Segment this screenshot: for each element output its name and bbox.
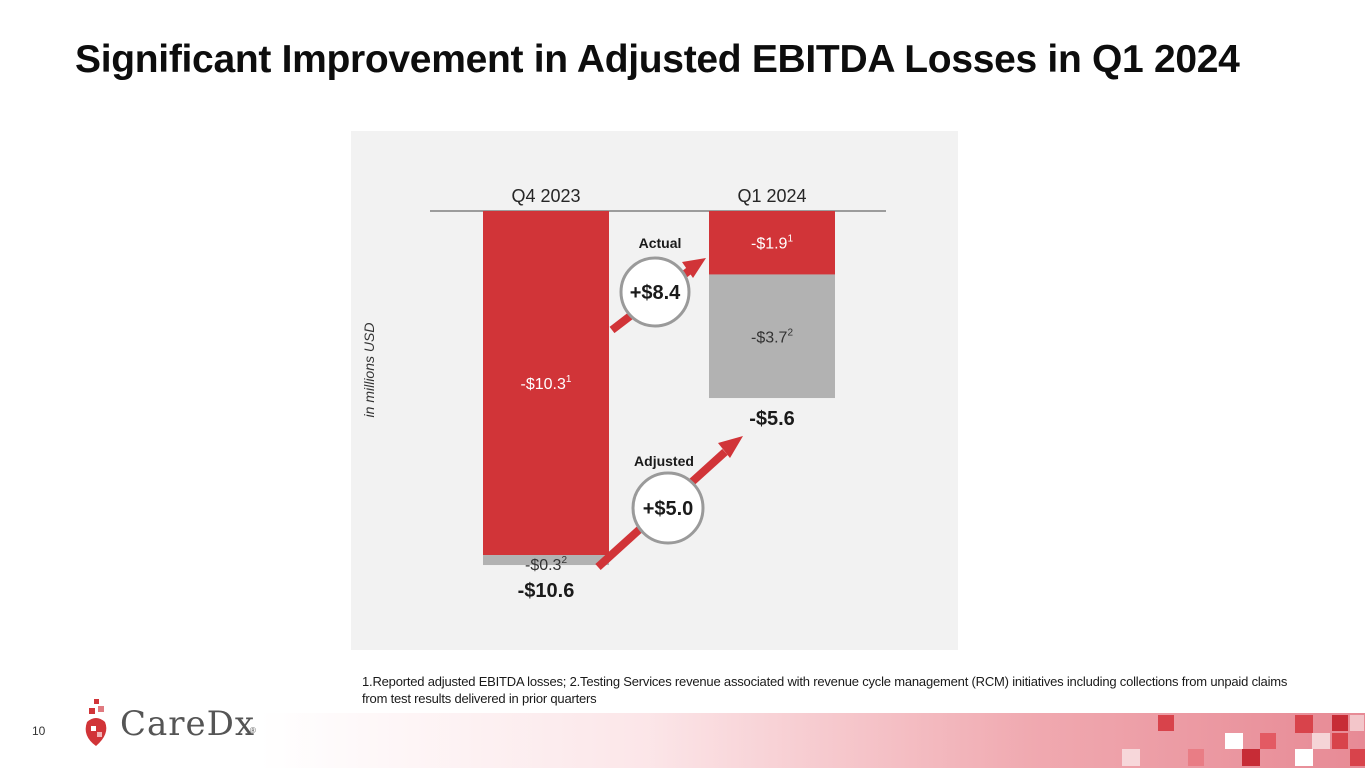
- data-label-q4-2023-reported: -$10.31: [521, 374, 572, 393]
- deco-square: [1225, 733, 1243, 749]
- deco-square: [1158, 715, 1174, 731]
- y-axis-label: in millions USD: [361, 323, 377, 418]
- deco-square: [1242, 749, 1260, 766]
- caredx-logo: CareDx ®: [82, 696, 262, 752]
- footnote: 1.Reported adjusted EBITDA losses; 2.Tes…: [362, 674, 1288, 706]
- chart-panel: [351, 131, 958, 650]
- deco-square: [1312, 733, 1330, 749]
- adjusted-change-circle: [631, 471, 705, 545]
- bar-q4-2023-rcm: [483, 555, 609, 566]
- data-label-q1-2024-rcm: -$3.72: [751, 327, 793, 346]
- logo-wordmark: CareDx: [120, 704, 256, 744]
- actual-change-value: +$8.4: [630, 282, 681, 304]
- deco-square: [1188, 749, 1204, 766]
- bar-q4-2023-reported: [483, 211, 609, 556]
- actual-change-circle: [619, 256, 691, 328]
- caredx-mark-icon: [85, 699, 107, 746]
- logo-registered-mark: ®: [250, 726, 256, 735]
- deco-square: [1332, 733, 1348, 749]
- deco-square: [1122, 749, 1140, 766]
- total-label-q4-2023: -$10.6: [518, 580, 575, 602]
- page-number: 10: [32, 724, 46, 738]
- deco-square: [1350, 715, 1364, 731]
- data-label-q1-2024-reported: -$1.91: [751, 234, 793, 253]
- data-label-q4-2023-rcm: -$0.32: [525, 555, 567, 574]
- category-label-q4-2023: Q4 2023: [511, 186, 580, 206]
- adjusted-change-value: +$5.0: [643, 498, 694, 520]
- bar-q1-2024-reported: [709, 211, 835, 275]
- deco-square: [1295, 715, 1313, 733]
- category-label-q1-2024: Q1 2024: [737, 186, 806, 206]
- actual-annotation-label: Actual: [639, 235, 682, 251]
- adjusted-annotation-label: Adjusted: [634, 453, 694, 469]
- deco-square: [1332, 715, 1348, 731]
- bar-q1-2024-rcm: [709, 274, 835, 399]
- page-title: Significant Improvement in Adjusted EBIT…: [75, 38, 1240, 81]
- total-label-q1-2024: -$5.6: [749, 408, 795, 430]
- deco-square: [1350, 749, 1365, 766]
- deco-square: [1260, 733, 1276, 749]
- decorative-gradient-band: [260, 713, 1365, 768]
- deco-square: [1295, 749, 1313, 766]
